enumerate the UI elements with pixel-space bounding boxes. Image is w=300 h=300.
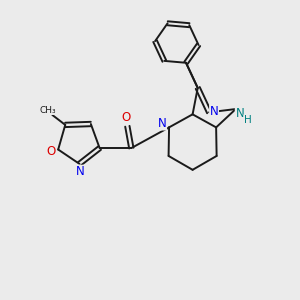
Text: N: N	[158, 117, 167, 130]
Text: O: O	[46, 145, 56, 158]
Text: H: H	[244, 115, 252, 125]
Text: N: N	[210, 105, 218, 118]
Text: CH₃: CH₃	[39, 106, 56, 115]
Text: N: N	[236, 107, 244, 121]
Text: N: N	[76, 165, 85, 178]
Text: O: O	[122, 111, 131, 124]
